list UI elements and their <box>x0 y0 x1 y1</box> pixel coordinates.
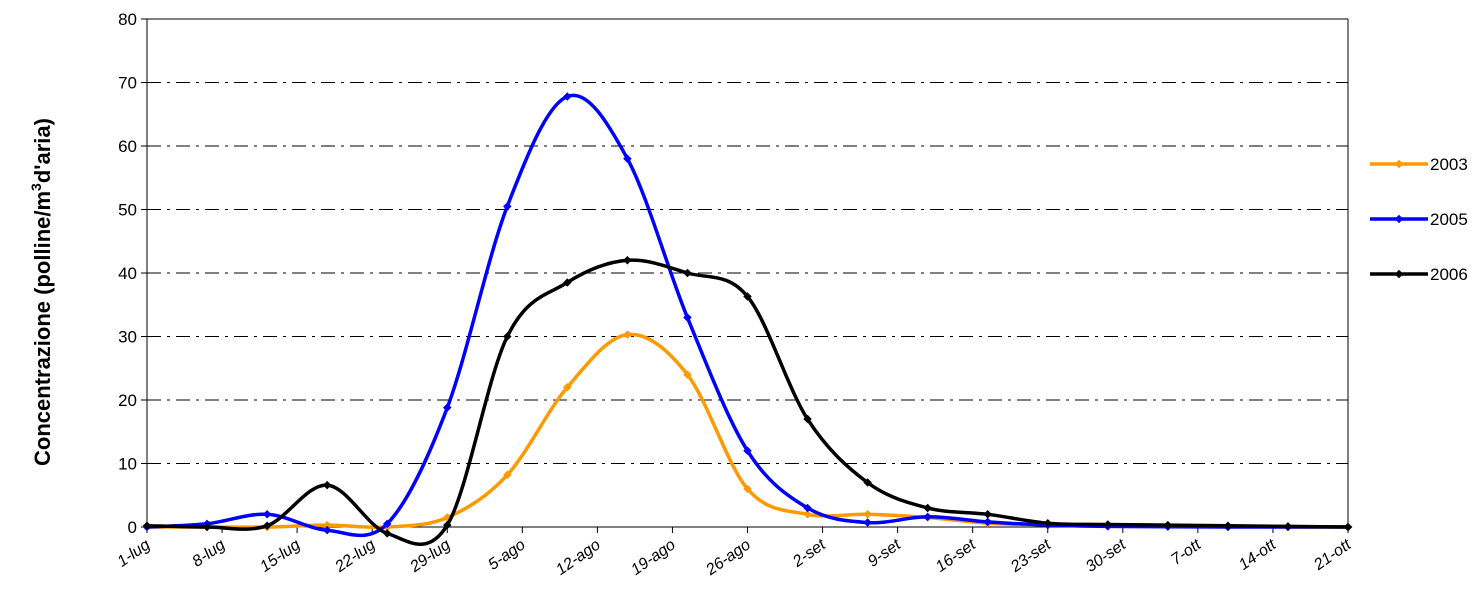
tick-labels: 0 10 20 30 40 50 60 70 80 1-lug 8-lug 15-lug 22-lug 2… <box>114 10 1354 579</box>
data-point-2006 <box>1283 522 1293 531</box>
data-point-2006 <box>563 278 572 287</box>
data-point-2005 <box>382 519 392 529</box>
y-axis-label-tail: d'aria) <box>30 118 55 183</box>
x-tick-label: 23-set <box>1007 536 1054 576</box>
data-point-2006 <box>322 480 332 490</box>
data-point-2005 <box>443 403 452 412</box>
legend-label-2006: 2006 <box>1430 265 1468 284</box>
series-line-2006 <box>145 258 1350 546</box>
x-tick-label: 15-lug <box>257 536 303 575</box>
y-tick-label: 0 <box>128 518 137 537</box>
data-point-2006 <box>743 292 752 301</box>
data-point-2005 <box>743 446 752 456</box>
legend: 2003 2005 2006 <box>1370 155 1468 284</box>
x-tick-label: 30-set <box>1083 536 1130 576</box>
x-tick-label: 19-ago <box>628 536 679 579</box>
data-point-2003 <box>683 370 692 379</box>
data-point-2006 <box>1043 518 1052 528</box>
data-point-2006 <box>382 529 392 538</box>
data-point-2003 <box>863 510 872 519</box>
y-tick-label: 70 <box>118 74 137 93</box>
y-tick-label: 20 <box>118 391 137 410</box>
y-tick-label: 40 <box>118 264 137 283</box>
legend-label-2003: 2003 <box>1430 155 1468 174</box>
data-point-2006 <box>683 268 692 278</box>
data-point-2006 <box>1343 522 1353 532</box>
legend-marker-2003 <box>1394 159 1404 169</box>
data-point-2006 <box>863 478 872 487</box>
data-point-2005 <box>983 517 992 527</box>
data-point-2006 <box>443 520 452 530</box>
data-point-2006 <box>1163 520 1173 530</box>
data-point-2003 <box>563 383 572 392</box>
y-tick-label: 80 <box>118 10 137 29</box>
data-point-2006 <box>262 521 272 530</box>
data-point-2005 <box>262 510 272 519</box>
x-tick-label: 14-ott <box>1236 536 1280 574</box>
legend-label-2005: 2005 <box>1430 210 1468 229</box>
x-tick-label: 7-ott <box>1168 536 1204 569</box>
x-tick-label: 9-set <box>865 536 904 571</box>
data-point-2006 <box>803 414 812 424</box>
data-point-2005 <box>923 512 932 522</box>
legend-marker-2005 <box>1394 214 1404 224</box>
x-tick-label: 2-set <box>789 536 829 571</box>
series-line-2003 <box>145 332 1350 530</box>
data-point-2003 <box>623 330 632 339</box>
data-point-2005 <box>863 518 872 527</box>
x-tick-label: 26-ago <box>702 536 753 579</box>
x-tick-label: 8-lug <box>189 536 228 570</box>
y-tick-label: 60 <box>118 137 137 156</box>
data-point-2003 <box>322 520 332 530</box>
data-point-2005 <box>683 313 692 322</box>
data-point-2006 <box>623 256 632 265</box>
y-tick-label: 30 <box>118 328 137 347</box>
axes <box>141 18 1349 533</box>
x-tick-label: 12-ago <box>553 536 604 579</box>
y-axis-label: Concentrazione (polline/m3d'aria) <box>28 118 55 466</box>
data-point-2006 <box>503 332 512 341</box>
x-tick-label: 5-ago <box>485 536 528 573</box>
x-tick-label: 22-lug <box>331 536 378 576</box>
data-point-2006 <box>983 510 992 519</box>
data-point-2006 <box>923 503 932 513</box>
y-tick-label: 10 <box>118 455 137 474</box>
gridlines <box>147 18 1348 464</box>
series-line-2005 <box>145 93 1350 538</box>
legend-marker-2006 <box>1394 269 1404 279</box>
x-tick-label: 1-lug <box>114 536 153 570</box>
data-point-2003 <box>743 484 752 494</box>
x-tick-label: 21-ott <box>1310 536 1355 574</box>
data-point-2006 <box>1223 521 1233 530</box>
x-tick-label: 16-set <box>933 536 980 576</box>
y-axis-label-main: Concentrazione (polline/m <box>30 191 55 466</box>
data-point-2006 <box>1103 520 1113 529</box>
data-point-2005 <box>322 525 332 535</box>
data-point-2003 <box>503 470 512 480</box>
y-axis-label-superscript: 3 <box>28 183 44 191</box>
series-lines <box>142 92 1353 546</box>
data-point-2005 <box>803 503 812 513</box>
data-point-2005 <box>503 202 512 211</box>
y-tick-label: 50 <box>118 201 137 220</box>
